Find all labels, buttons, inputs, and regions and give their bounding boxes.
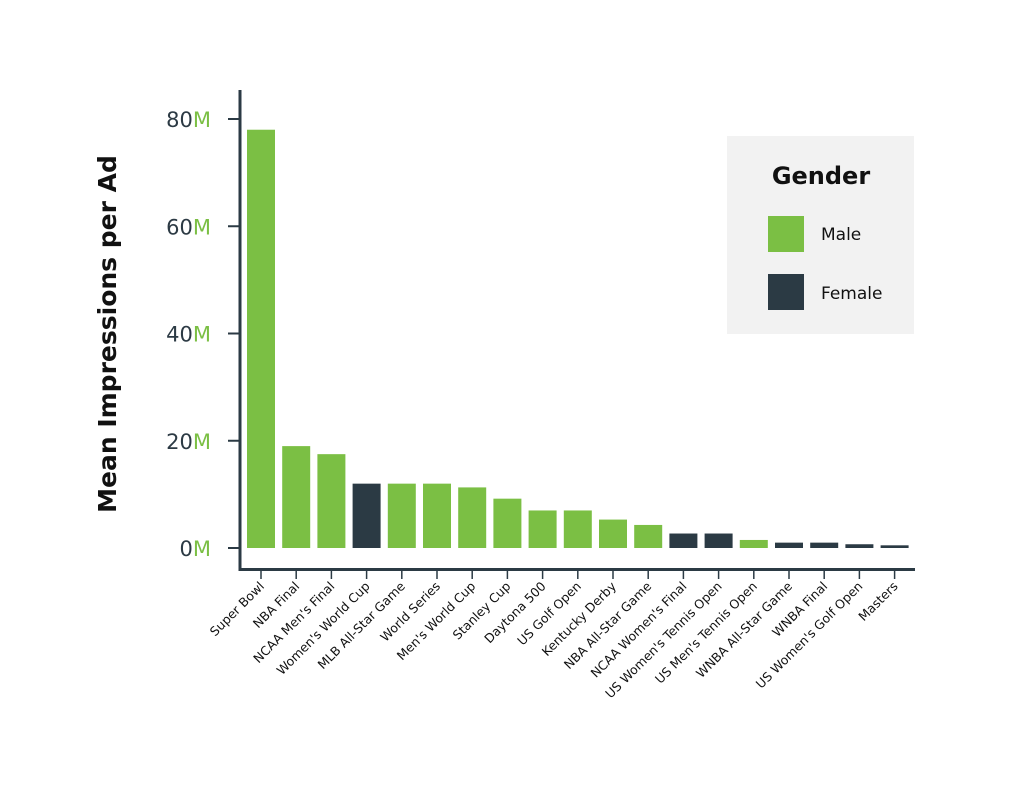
y-axis-ticks: 0M 20M 40M 60M 80M — [166, 108, 240, 561]
bar — [845, 544, 874, 548]
y-tick-label: 0M — [180, 537, 212, 561]
bar — [880, 545, 909, 548]
bar — [317, 454, 346, 548]
legend-background — [727, 136, 914, 334]
bar — [352, 483, 381, 548]
bar — [669, 533, 698, 548]
bar — [599, 519, 627, 548]
y-axis-label: Mean Impressions per Ad — [93, 155, 122, 513]
bar — [810, 542, 839, 548]
bar — [387, 483, 416, 548]
x-tick-label: Masters — [855, 579, 900, 624]
bar — [563, 510, 592, 548]
bar — [634, 524, 663, 548]
y-tick-label: 40M — [166, 323, 211, 347]
legend-title: Gender — [772, 162, 871, 190]
legend: Gender Male Female — [727, 136, 914, 334]
legend-swatch-female — [768, 274, 804, 310]
legend-label-male: Male — [821, 225, 861, 245]
legend-label-female: Female — [821, 284, 882, 304]
bar — [423, 483, 451, 548]
y-tick-label: 20M — [166, 430, 211, 454]
y-tick-label: 80M — [166, 108, 211, 132]
bar — [775, 542, 803, 548]
bars — [247, 129, 909, 548]
bar — [247, 129, 275, 548]
legend-swatch-male — [768, 216, 804, 252]
bar — [493, 498, 522, 548]
bar — [739, 539, 768, 548]
bar — [458, 487, 487, 548]
y-tick-label: 60M — [166, 215, 211, 239]
bar — [282, 446, 311, 548]
bar — [528, 510, 557, 548]
bar — [704, 533, 733, 548]
